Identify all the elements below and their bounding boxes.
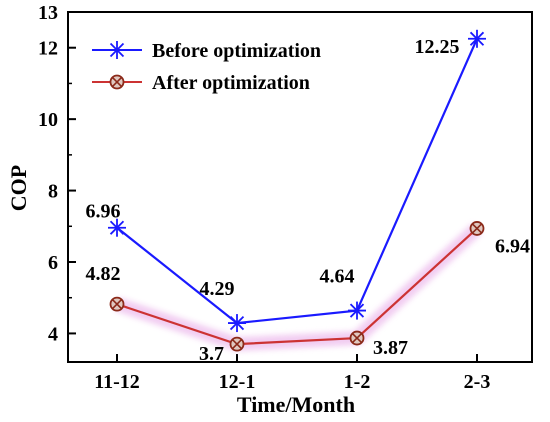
y-tick-label: 12 xyxy=(38,38,58,60)
legend-marker-before xyxy=(108,41,126,59)
data-point-before xyxy=(468,29,486,48)
y-tick-label: 8 xyxy=(48,181,58,203)
legend-label-after: After optimization xyxy=(152,72,310,94)
data-label-before: 12.25 xyxy=(415,36,460,58)
plot-frame xyxy=(67,11,533,363)
data-point-before xyxy=(108,218,126,237)
data-label-after: 3.7 xyxy=(199,343,224,365)
data-point-after xyxy=(229,336,245,352)
y-tick-label: 4 xyxy=(48,323,58,345)
data-point-after xyxy=(109,296,125,312)
data-point-after xyxy=(469,221,485,236)
legend: Before optimization After optimization xyxy=(92,40,321,94)
y-tick-label: 10 xyxy=(38,109,58,131)
series-line-before xyxy=(116,38,479,325)
x-axis-title: Time/Month xyxy=(237,392,355,417)
data-label-after: 4.82 xyxy=(86,263,121,285)
series-line-after xyxy=(116,227,478,346)
y-tick-label: 13 xyxy=(38,2,58,24)
legend-label-before: Before optimization xyxy=(152,40,321,62)
x-tick-label: 12-1 xyxy=(219,371,256,393)
x-tick-label: 11-12 xyxy=(94,371,140,393)
series-after-glow xyxy=(114,223,482,352)
x-tick-label: 2-3 xyxy=(464,371,491,393)
data-label-before: 4.29 xyxy=(200,278,235,300)
data-point-before xyxy=(228,314,246,333)
x-tick-label: 1-2 xyxy=(344,371,371,393)
data-point-after xyxy=(349,330,365,346)
y-tick-label: 6 xyxy=(48,252,58,274)
data-label-after: 3.87 xyxy=(373,337,408,359)
data-label-after: 6.94 xyxy=(495,235,530,257)
data-point-before xyxy=(348,301,366,320)
y-axis-title: COP xyxy=(6,165,31,211)
data-label-before: 4.64 xyxy=(320,266,355,288)
data-label-before: 6.96 xyxy=(86,201,121,223)
legend-marker-after xyxy=(109,74,125,90)
